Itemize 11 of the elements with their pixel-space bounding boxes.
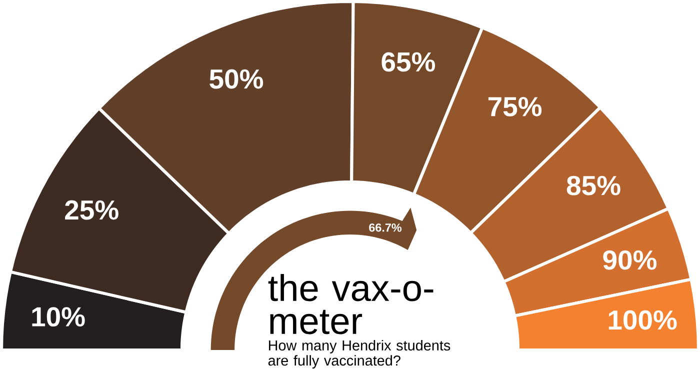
data-label: 66.7% (369, 224, 402, 232)
text: How many Hendrix students are fully vaccinated? (268, 340, 450, 369)
slice-label: 100% (608, 310, 677, 330)
slice-label: 90% (603, 250, 657, 270)
slice-label: 10% (32, 307, 85, 327)
slice-label: 25% (65, 200, 118, 220)
text: the vax-o-meter (268, 274, 434, 334)
slice-label: 75% (488, 97, 542, 117)
slice-label: 65% (382, 52, 436, 72)
slice-label: 85% (566, 176, 620, 196)
slice-label: 50% (210, 70, 264, 89)
